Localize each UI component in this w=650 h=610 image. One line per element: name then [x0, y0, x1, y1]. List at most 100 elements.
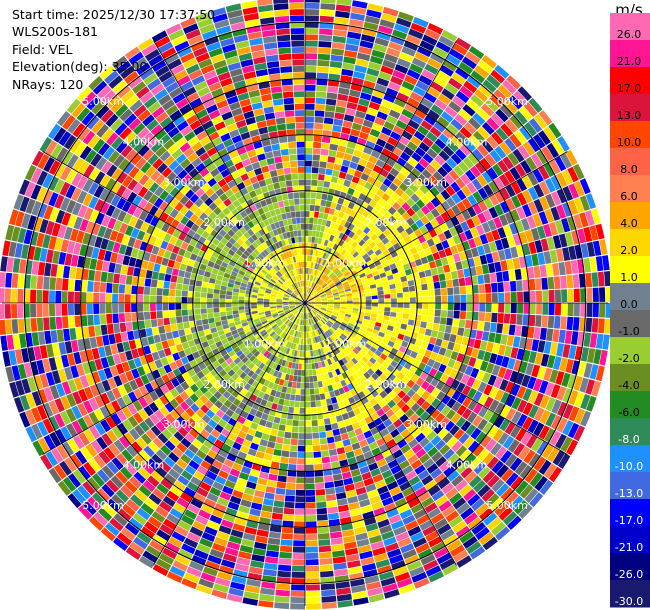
- gate-cell: [362, 27, 377, 37]
- gate-cell: [306, 268, 309, 274]
- gate-cell: [305, 470, 315, 477]
- gate-cell: [281, 526, 294, 534]
- gate-cell: [524, 229, 534, 243]
- gate-cell: [476, 174, 488, 187]
- gate-cell: [308, 357, 312, 364]
- gate-cell: [184, 465, 197, 476]
- gate-cell: [397, 439, 408, 449]
- gate-cell: [340, 304, 347, 308]
- gate-cell: [275, 335, 281, 342]
- gate-cell: [409, 308, 416, 315]
- gate-cell: [378, 306, 385, 311]
- gate-cell: [314, 306, 321, 309]
- gate-cell: [534, 240, 543, 253]
- gate-cell: [467, 194, 478, 206]
- gate-cell: [341, 185, 349, 193]
- gate-cell: [324, 268, 330, 275]
- gate-cell: [332, 250, 338, 258]
- gate-cell: [591, 380, 602, 397]
- gate-cell: [255, 375, 262, 383]
- gate-cell: [476, 245, 485, 256]
- gate-cell: [288, 321, 293, 328]
- gate-cell: [402, 514, 416, 525]
- gate-cell: [108, 262, 116, 273]
- gate-cell: [235, 436, 245, 445]
- gate-cell: [282, 520, 294, 528]
- gate-cell: [434, 138, 447, 150]
- gate-cell: [418, 421, 428, 432]
- gate-cell: [373, 432, 383, 441]
- gate-cell: [168, 468, 181, 480]
- gate-cell: [585, 379, 595, 395]
- gate-cell: [359, 498, 371, 508]
- gate-cell: [62, 278, 69, 291]
- gate-cell: [284, 393, 291, 400]
- gate-cell: [449, 492, 463, 505]
- gate-cell: [376, 138, 387, 148]
- gate-cell: [314, 297, 321, 300]
- gate-cell: [464, 122, 477, 135]
- gate-cell: [322, 366, 328, 374]
- gate-cell: [469, 457, 482, 470]
- gate-cell: [308, 304, 315, 307]
- gate-cell: [371, 501, 384, 511]
- gate-cell: [509, 167, 521, 181]
- gate-cell: [566, 439, 579, 456]
- gate-cell: [599, 303, 606, 318]
- gate-cell: [359, 231, 367, 239]
- gate-cell: [344, 221, 351, 229]
- gate-cell: [439, 460, 451, 472]
- gate-cell: [188, 459, 200, 470]
- gate-cell: [219, 303, 226, 308]
- gate-cell: [368, 101, 381, 111]
- gate-cell: [318, 312, 324, 318]
- gate-cell: [591, 208, 601, 225]
- gate-cell: [307, 287, 310, 294]
- gate-cell: [418, 250, 426, 259]
- gate-cell: [311, 167, 319, 174]
- gate-cell: [384, 377, 392, 386]
- gate-cell: [352, 308, 359, 312]
- gate-cell: [500, 237, 510, 249]
- gate-cell: [504, 421, 516, 435]
- gate-cell: [323, 286, 330, 291]
- gate-cell: [525, 434, 538, 449]
- gate-cell: [455, 67, 470, 80]
- gate-cell: [522, 349, 531, 362]
- gate-cell: [383, 285, 390, 291]
- gate-cell: [322, 283, 328, 289]
- gate-cell: [315, 250, 319, 257]
- gate-cell: [114, 332, 122, 344]
- gate-cell: [61, 291, 68, 303]
- gate-cell: [340, 379, 347, 387]
- gate-cell: [320, 258, 325, 265]
- gate-cell: [44, 262, 52, 277]
- gate-cell: [323, 181, 331, 188]
- gate-cell: [236, 511, 249, 520]
- gate-cell: [186, 566, 202, 578]
- gate-cell: [353, 407, 361, 416]
- gate-cell: [326, 294, 333, 297]
- gate-cell: [252, 416, 261, 425]
- gate-cell: [307, 306, 312, 311]
- gate-cell: [348, 375, 355, 383]
- gate-cell: [241, 538, 255, 548]
- gate-cell: [409, 297, 416, 303]
- gate-cell: [365, 299, 372, 303]
- gate-cell: [368, 593, 385, 603]
- gate-cell: [365, 204, 374, 213]
- gate-cell: [341, 279, 348, 284]
- gate-cell: [390, 250, 398, 258]
- gate-cell: [355, 236, 362, 244]
- gate-cell: [504, 137, 517, 152]
- gate-cell: [201, 503, 214, 514]
- gate-cell: [391, 103, 404, 114]
- gate-cell: [344, 444, 353, 453]
- gate-cell: [276, 583, 291, 591]
- gate-cell: [524, 122, 537, 137]
- gate-cell: [462, 396, 472, 408]
- gate-cell: [380, 428, 390, 437]
- gate-cell: [202, 566, 218, 577]
- gate-cell: [595, 256, 604, 272]
- gate-cell: [414, 51, 429, 63]
